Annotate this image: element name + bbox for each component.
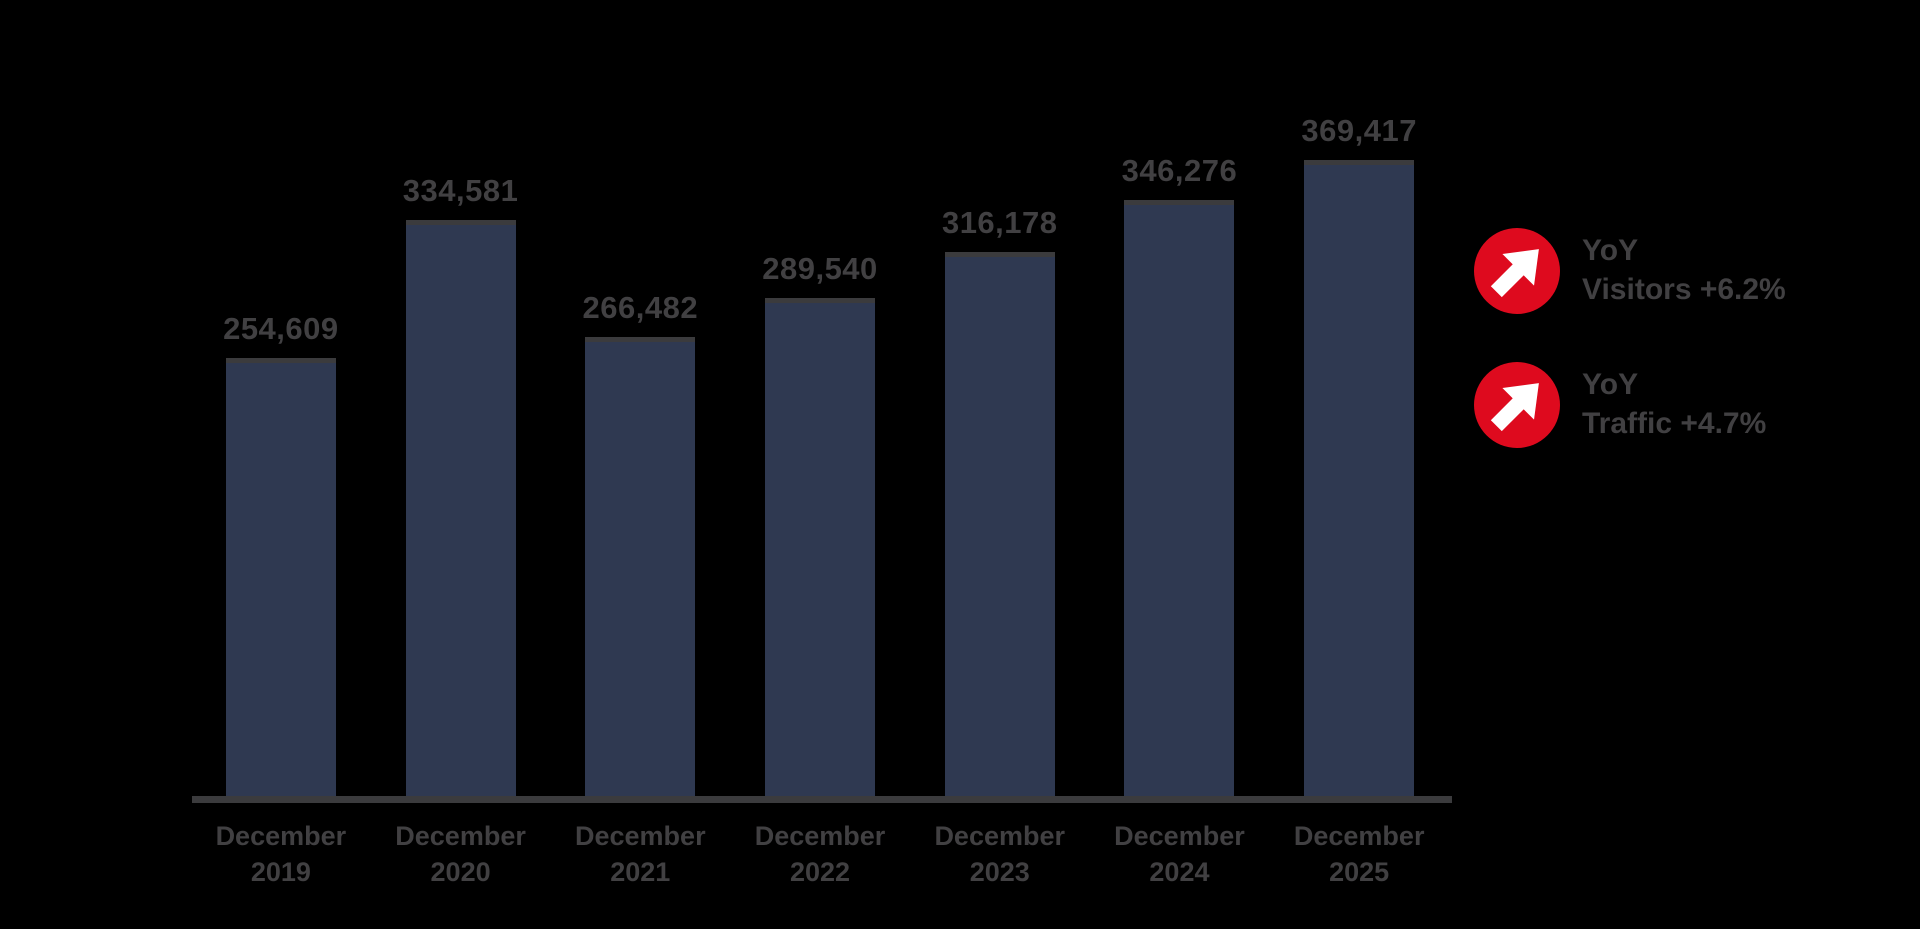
arrow-up-right-circle-icon bbox=[1474, 362, 1560, 448]
x-tick-month: December bbox=[1293, 821, 1425, 851]
bar bbox=[405, 220, 516, 796]
bar-value-label: 316,178 bbox=[941, 205, 1058, 240]
bar bbox=[225, 358, 336, 796]
bar-group-2019: 254,609 bbox=[191, 80, 371, 796]
x-tick-year: 2021 bbox=[610, 857, 671, 887]
x-tick-month: December bbox=[575, 821, 706, 851]
x-tick-label: December 2024 bbox=[1090, 818, 1270, 890]
bar-group-2023: 316,178 bbox=[910, 80, 1090, 796]
legend-item-title: YoY bbox=[1582, 234, 1639, 267]
x-tick-label: December 2023 bbox=[910, 818, 1090, 890]
legend: YoY Visitors +6.2% YoY Traffic +4.7% bbox=[1474, 228, 1786, 448]
bar bbox=[1124, 200, 1235, 796]
bar-group-2025: 369,417 bbox=[1269, 80, 1449, 796]
x-tick-year: 2024 bbox=[1149, 857, 1210, 887]
x-tick-month: December bbox=[1114, 821, 1245, 851]
bar-value-label: 254,609 bbox=[223, 311, 339, 346]
bar bbox=[585, 337, 696, 796]
x-tick-month: December bbox=[754, 821, 886, 851]
bar-value-label: 346,276 bbox=[1121, 153, 1238, 188]
legend-item-value: Traffic +4.7% bbox=[1582, 407, 1767, 440]
bar bbox=[944, 252, 1055, 796]
x-tick-month: December bbox=[215, 821, 347, 851]
bar-group-2022: 289,540 bbox=[730, 80, 910, 796]
bar bbox=[765, 298, 876, 796]
bar-value-label: 289,540 bbox=[762, 251, 878, 286]
legend-item: YoY Visitors +6.2% bbox=[1474, 228, 1786, 314]
arrow-up-right-circle-icon bbox=[1474, 228, 1560, 314]
x-tick-year: 2025 bbox=[1329, 857, 1390, 887]
bars-area: 254,609 334,581 266,482 289,540 316,178 346,2… bbox=[191, 80, 1449, 796]
x-axis-line bbox=[192, 796, 1452, 803]
bar-group-2024: 346,276 bbox=[1090, 80, 1270, 796]
x-tick-year: 2023 bbox=[969, 857, 1030, 887]
bar bbox=[1304, 160, 1415, 796]
bar-group-2020: 334,581 bbox=[371, 80, 551, 796]
x-axis-labels: December 2019 December 2020 December 2021 Dece… bbox=[191, 818, 1449, 890]
legend-item-value: Visitors +6.2% bbox=[1582, 273, 1786, 306]
bar-value-label: 266,482 bbox=[582, 290, 699, 325]
x-tick-year: 2019 bbox=[250, 857, 311, 887]
x-tick-label: December 2020 bbox=[371, 818, 551, 890]
legend-item-text: YoY Visitors +6.2% bbox=[1582, 228, 1786, 309]
x-tick-label: December 2021 bbox=[550, 818, 730, 890]
bar-value-label: 334,581 bbox=[402, 173, 519, 208]
x-tick-year: 2020 bbox=[430, 857, 491, 887]
x-tick-month: December bbox=[395, 821, 526, 851]
legend-item: YoY Traffic +4.7% bbox=[1474, 362, 1786, 448]
x-tick-label: December 2025 bbox=[1269, 818, 1449, 890]
x-tick-label: December 2019 bbox=[191, 818, 371, 890]
bar-group-2021: 266,482 bbox=[550, 80, 730, 796]
legend-item-text: YoY Traffic +4.7% bbox=[1582, 362, 1766, 443]
legend-item-title: YoY bbox=[1582, 368, 1639, 401]
x-tick-month: December bbox=[934, 821, 1066, 851]
x-tick-year: 2022 bbox=[789, 857, 851, 887]
bar-value-label: 369,417 bbox=[1301, 113, 1417, 148]
x-tick-label: December 2022 bbox=[730, 818, 910, 890]
